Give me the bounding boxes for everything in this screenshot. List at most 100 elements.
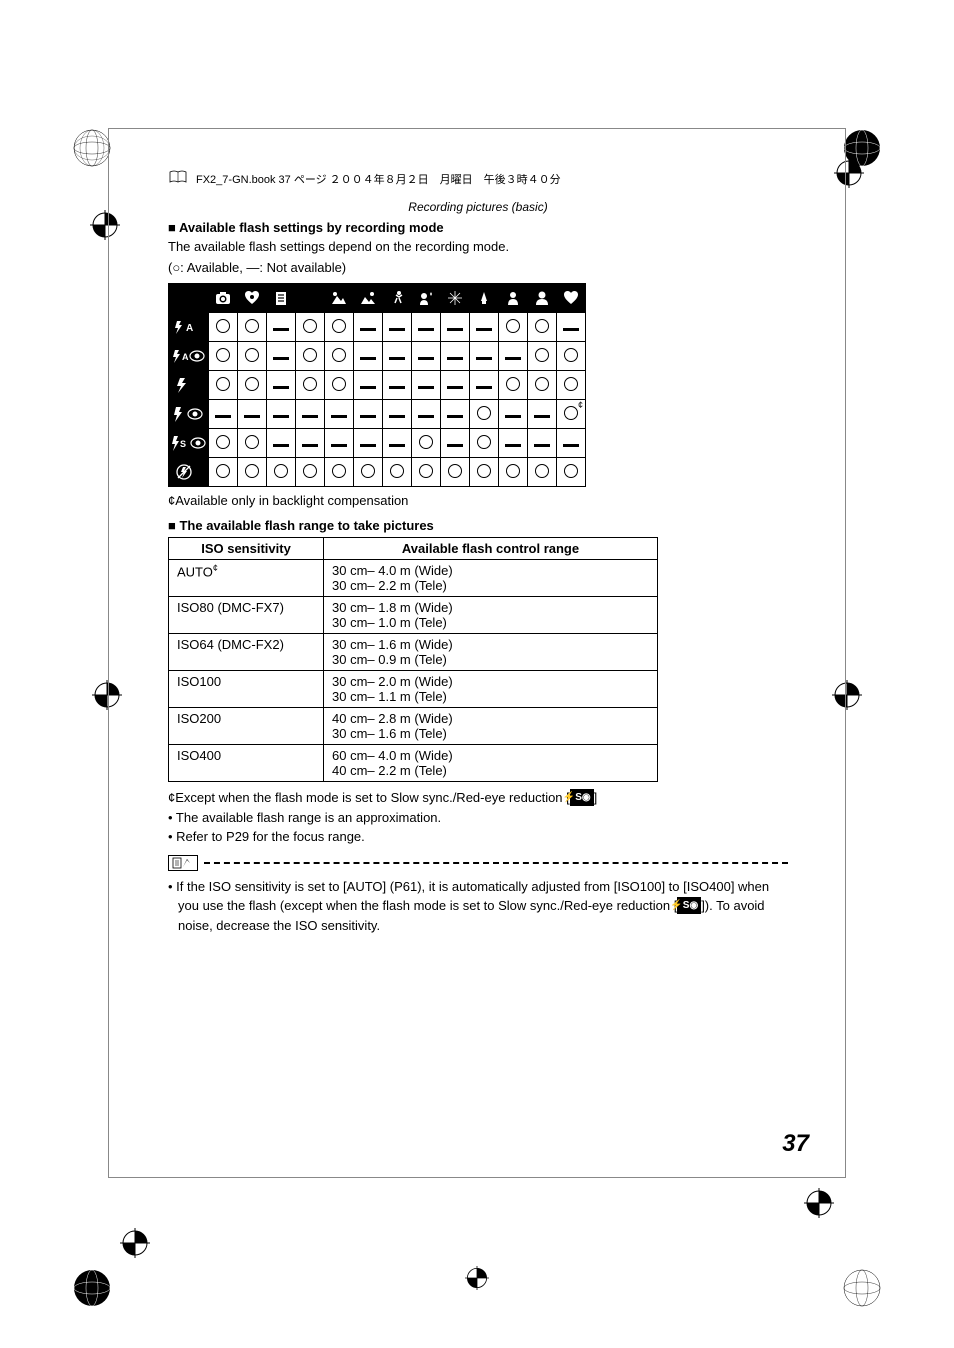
iso-cell: ISO200 [169, 708, 324, 745]
section-header: Recording pictures (basic) [168, 200, 788, 214]
registration-mark-icon [120, 1228, 150, 1258]
table-cell [412, 371, 441, 400]
table-cell [383, 313, 412, 342]
table-cell [470, 429, 499, 458]
table-cell [209, 313, 238, 342]
flash-slow-redeye-icon: ⚡S◉ [570, 789, 594, 806]
table-cell [557, 342, 586, 371]
col-clipboard-icon [267, 284, 296, 313]
flash-auto-icon: A [169, 313, 209, 342]
table-cell [557, 458, 586, 487]
table-cell [412, 458, 441, 487]
table-cell [209, 371, 238, 400]
col-sunset-icon [354, 284, 383, 313]
table-cell [238, 429, 267, 458]
table-cell [296, 400, 325, 429]
table-cell [238, 342, 267, 371]
flash-slow-redeye-icon: S [169, 429, 209, 458]
col-candle-icon [499, 284, 528, 313]
table-cell [209, 429, 238, 458]
table-cell [209, 400, 238, 429]
flash-table-footnote: ¢Available only in backlight compensatio… [168, 493, 788, 508]
table-cell [470, 400, 499, 429]
main-content: Recording pictures (basic) ■ Available f… [168, 200, 788, 935]
table-cell [441, 342, 470, 371]
book-icon [168, 170, 188, 187]
table-cell [441, 371, 470, 400]
table-cell [296, 342, 325, 371]
table-cell [499, 400, 528, 429]
table-cell [499, 458, 528, 487]
subsection-title-1: ■ Available flash settings by recording … [168, 220, 788, 235]
range-cell: 30 cm– 1.8 m (Wide)30 cm– 1.0 m (Tele) [324, 597, 658, 634]
table-cell [296, 371, 325, 400]
table-cell [238, 371, 267, 400]
table-cell [528, 313, 557, 342]
table-row: ISO64 (DMC-FX2)30 cm– 1.6 m (Wide)30 cm–… [169, 634, 658, 671]
table-cell [325, 458, 354, 487]
table-cell [470, 371, 499, 400]
flash-off-icon [169, 458, 209, 487]
table-cell [238, 458, 267, 487]
table-cell [325, 400, 354, 429]
range-cell: 30 cm– 2.0 m (Wide)30 cm– 1.1 m (Tele) [324, 671, 658, 708]
registration-mark-icon [804, 1188, 834, 1218]
col-mountain-icon [325, 284, 354, 313]
table-cell [499, 371, 528, 400]
note-focus: • Refer to P29 for the focus range. [168, 827, 788, 847]
table-cell [325, 429, 354, 458]
range-header-iso: ISO sensitivity [169, 538, 324, 560]
table-cell [499, 429, 528, 458]
flash-settings-table: A A ¢ S [168, 283, 586, 487]
table-cell [296, 429, 325, 458]
table-cell [441, 313, 470, 342]
col-moon-icon [296, 284, 325, 313]
range-cell: 30 cm– 4.0 m (Wide)30 cm– 2.2 m (Tele) [324, 560, 658, 597]
table-cell [412, 313, 441, 342]
svg-text:S: S [180, 439, 186, 449]
flash-range-table: ISO sensitivity Available flash control … [168, 537, 658, 782]
table-cell [528, 342, 557, 371]
table-cell [354, 313, 383, 342]
section1-desc: The available flash settings depend on t… [168, 238, 788, 256]
table-cell [528, 400, 557, 429]
table-cell [383, 400, 412, 429]
table-cell [383, 458, 412, 487]
iso-cell: ISO64 (DMC-FX2) [169, 634, 324, 671]
col-heart-icon [557, 284, 586, 313]
table-cell [528, 458, 557, 487]
note-icon [168, 855, 198, 871]
table-row: A [169, 342, 586, 371]
table-cell [209, 342, 238, 371]
svg-text:A: A [182, 352, 189, 362]
svg-text:A: A [186, 323, 193, 334]
table-cell [267, 400, 296, 429]
table-cell [267, 313, 296, 342]
registration-mark-icon [465, 1266, 489, 1290]
table-cell [412, 400, 441, 429]
flash-redeye-icon [169, 400, 209, 429]
table-cell [354, 342, 383, 371]
header-text: FX2_7-GN.book 37 ページ ２００４年８月２日 月曜日 午後３時４… [196, 171, 561, 187]
table-cell [354, 458, 383, 487]
table-cell [441, 458, 470, 487]
table-cell [470, 458, 499, 487]
table-cell [557, 313, 586, 342]
col-heart-icon [238, 284, 267, 313]
table-row: ISO10030 cm– 2.0 m (Wide)30 cm– 1.1 m (T… [169, 671, 658, 708]
table-cell: ¢ [557, 400, 586, 429]
table-row: ¢ [169, 400, 586, 429]
corner-sphere-icon [72, 128, 112, 168]
print-header: FX2_7-GN.book 37 ページ ２００４年８月２日 月曜日 午後３時４… [168, 170, 561, 187]
table-cell [441, 400, 470, 429]
final-note: • If the ISO sensitivity is set to [AUTO… [168, 877, 788, 936]
iso-cell: ISO400 [169, 745, 324, 782]
table-row [169, 458, 586, 487]
table-cell [470, 313, 499, 342]
table-row: AUTO¢30 cm– 4.0 m (Wide)30 cm– 2.2 m (Te… [169, 560, 658, 597]
table-row [169, 371, 586, 400]
table-cell [557, 429, 586, 458]
table-cell [296, 458, 325, 487]
table-cell [528, 429, 557, 458]
page-number: 37 [782, 1130, 809, 1158]
